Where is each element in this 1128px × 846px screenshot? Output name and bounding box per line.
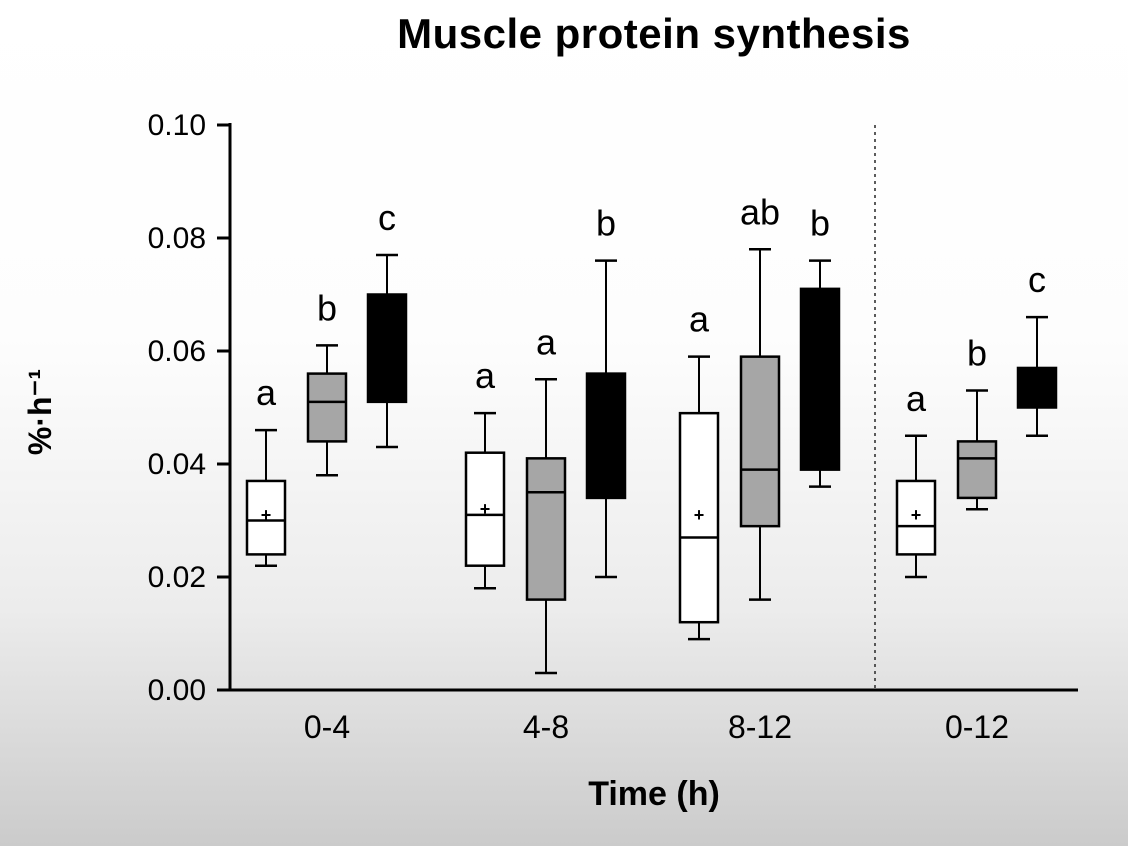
- mean-plus-marker: +: [694, 505, 705, 525]
- box-gray-0-12: b: [956, 333, 998, 511]
- iqr-box: [678, 411, 720, 624]
- y-tick-label: 0.00: [148, 674, 206, 707]
- significance-letter: b: [967, 333, 987, 374]
- box-black-4-8: b: [585, 203, 627, 579]
- iqr-box: [525, 457, 567, 601]
- significance-letter: a: [536, 321, 557, 362]
- mean-plus-marker: +: [261, 505, 272, 525]
- iqr-box: [1016, 366, 1058, 409]
- box-black-8-12: b: [799, 203, 841, 488]
- iqr-box: [585, 372, 627, 500]
- significance-letter: b: [596, 203, 616, 244]
- mean-plus-marker: +: [480, 499, 491, 519]
- chart-title: Muscle protein synthesis: [397, 10, 911, 57]
- x-tick-label: 0-4: [304, 709, 350, 745]
- x-tick-label: 0-12: [945, 709, 1009, 745]
- x-tick-label: 4-8: [523, 709, 569, 745]
- x-tick-label: 8-12: [728, 709, 792, 745]
- mean-plus-marker: +: [911, 505, 922, 525]
- iqr-box: [799, 287, 841, 471]
- significance-letter: ab: [740, 191, 780, 232]
- y-tick-label: 0.02: [148, 561, 206, 594]
- iqr-box: [464, 451, 506, 567]
- significance-letter: b: [317, 287, 337, 328]
- iqr-box: [895, 479, 937, 556]
- significance-letter: a: [906, 378, 927, 419]
- box-gray-0-4: b: [306, 287, 348, 477]
- iqr-box: [956, 440, 998, 500]
- box-white-8-12: +a: [678, 299, 720, 641]
- significance-letter: a: [256, 372, 277, 413]
- significance-letter: a: [689, 299, 710, 340]
- box-white-4-8: +a: [464, 355, 506, 590]
- x-axis-label: Time (h): [588, 775, 720, 813]
- y-tick-label: 0.06: [148, 335, 206, 368]
- significance-letter: b: [810, 203, 830, 244]
- box-gray-8-12: ab: [739, 191, 781, 601]
- significance-letter: c: [378, 197, 396, 238]
- y-tick-label: 0.04: [148, 448, 206, 481]
- iqr-box: [306, 372, 348, 443]
- box-black-0-12: c: [1016, 259, 1058, 437]
- box-white-0-12: +a: [895, 378, 937, 579]
- y-tick-label: 0.10: [148, 109, 206, 142]
- significance-letter: a: [475, 355, 496, 396]
- significance-letter: c: [1028, 259, 1046, 300]
- iqr-box: [739, 355, 781, 528]
- box-black-0-4: c: [366, 197, 408, 449]
- iqr-box: [366, 293, 408, 404]
- iqr-box: [245, 479, 287, 556]
- y-tick-label: 0.08: [148, 222, 206, 255]
- box-white-0-4: +a: [245, 372, 287, 567]
- box-gray-4-8: a: [525, 321, 567, 675]
